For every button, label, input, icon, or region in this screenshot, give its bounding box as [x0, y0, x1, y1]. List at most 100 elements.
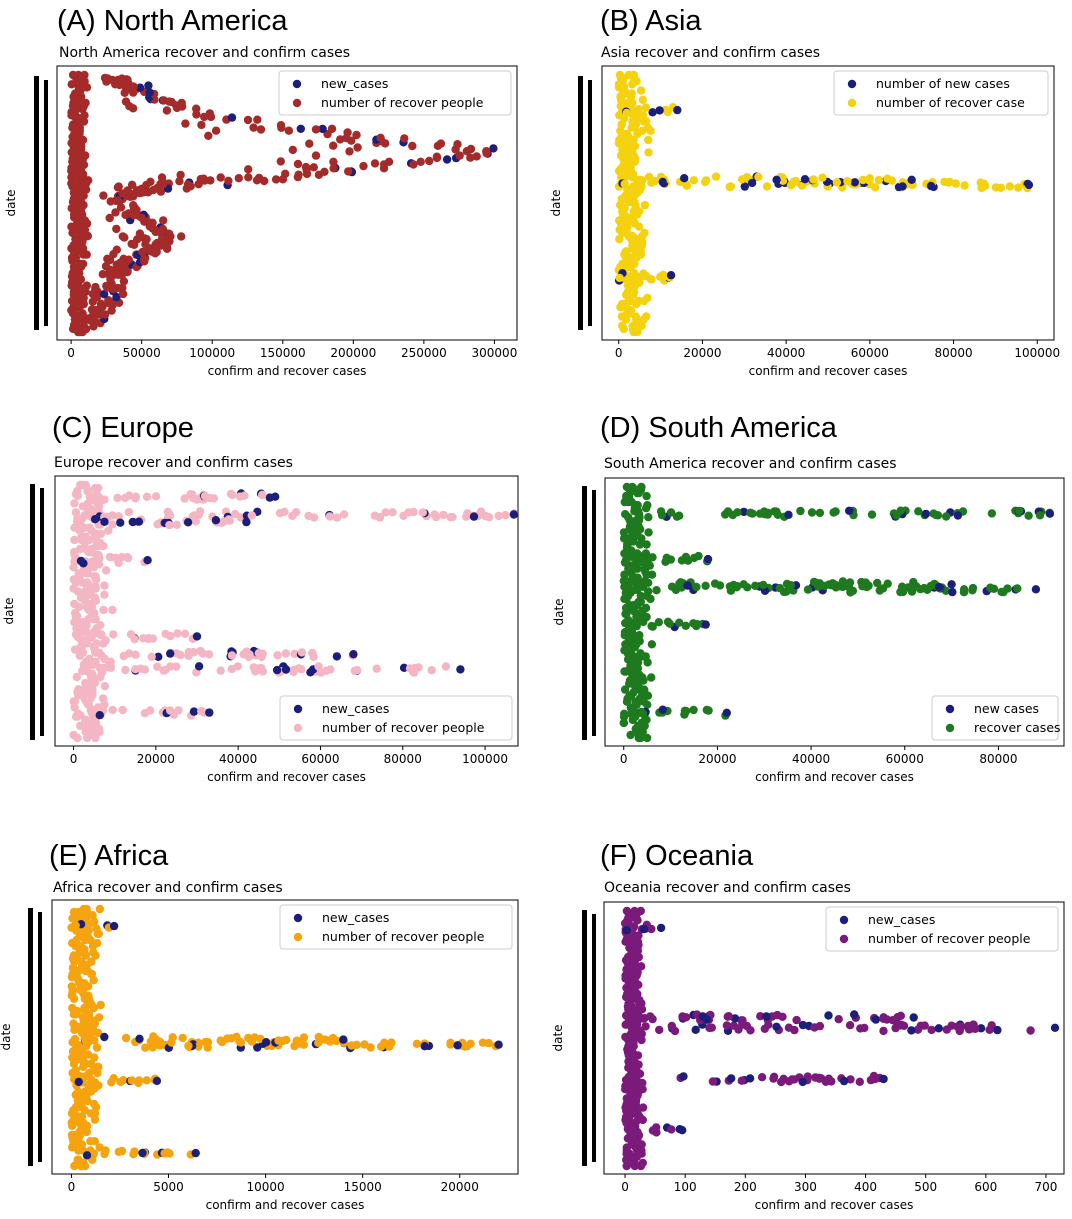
data-point	[956, 1022, 966, 1031]
data-point	[131, 650, 140, 659]
data-point	[184, 1041, 193, 1051]
data-point	[101, 566, 111, 575]
data-point	[86, 1137, 95, 1146]
data-point	[309, 163, 318, 172]
data-point	[757, 1073, 767, 1082]
data-point	[100, 1149, 109, 1159]
y-axis-label: date	[549, 189, 563, 216]
data-point	[654, 618, 663, 627]
data-point	[893, 1012, 902, 1022]
x-tick-label: 20000	[698, 752, 736, 766]
chart-subtitle: Africa recover and confirm cases	[53, 880, 283, 896]
x-tick-label: 0	[68, 1180, 76, 1194]
x-tick-label: 200000	[330, 346, 376, 360]
x-tick-label: 100000	[1014, 346, 1060, 360]
data-point	[650, 176, 659, 186]
x-tick-label: 20000	[441, 1180, 479, 1194]
data-point	[109, 921, 119, 931]
chart-subtitle: Oceania recover and confirm cases	[604, 880, 851, 896]
data-point	[309, 513, 319, 522]
data-point	[623, 98, 632, 108]
data-point	[276, 121, 286, 130]
data-point	[898, 182, 907, 191]
data-point	[102, 662, 112, 672]
data-point	[466, 153, 475, 162]
data-point	[180, 494, 189, 503]
data-point	[276, 157, 285, 166]
data-point	[116, 518, 125, 527]
data-point	[192, 632, 202, 641]
data-point	[106, 197, 115, 206]
data-point	[136, 664, 145, 673]
data-point	[501, 510, 510, 520]
data-point	[680, 174, 689, 183]
panel-north-america: (A) North America North America recover …	[0, 0, 536, 400]
data-point	[350, 666, 359, 675]
data-point	[247, 511, 256, 520]
data-point	[647, 640, 657, 649]
data-point	[740, 182, 749, 191]
data-point	[189, 707, 199, 716]
data-point	[230, 509, 240, 519]
data-point	[273, 651, 282, 660]
x-axis-label: confirm and recover cases	[207, 770, 366, 784]
data-point	[203, 1038, 213, 1047]
data-point	[678, 1126, 687, 1135]
data-point	[113, 493, 122, 503]
x-tick-label: 50000	[123, 346, 161, 360]
panel-south-america: (D) South America South America recover …	[536, 406, 1072, 806]
x-axis-label: confirm and recover cases	[755, 1198, 914, 1212]
data-point	[178, 1033, 187, 1043]
data-point	[154, 652, 163, 661]
data-point	[305, 139, 314, 148]
data-point	[635, 551, 644, 561]
data-point	[325, 512, 334, 521]
data-point	[620, 685, 630, 694]
date-tick-band	[578, 76, 583, 330]
x-tick-label: 150000	[260, 346, 306, 360]
legend-box	[279, 904, 513, 950]
data-point	[907, 582, 916, 592]
date-tick-band	[582, 486, 587, 740]
data-point	[971, 1024, 980, 1033]
data-point	[667, 582, 677, 591]
data-point	[639, 924, 649, 934]
data-point	[149, 1032, 158, 1041]
data-point	[1050, 1023, 1060, 1032]
data-point	[472, 152, 481, 161]
panel-heading: (D) South America	[600, 412, 837, 444]
data-point	[271, 175, 281, 184]
data-point	[100, 682, 110, 691]
data-point	[112, 224, 121, 234]
data-point	[359, 161, 368, 171]
data-point	[640, 228, 649, 238]
legend-label: number of new cases	[876, 76, 1010, 91]
data-point	[453, 1041, 462, 1050]
data-point	[99, 605, 108, 615]
data-point	[913, 1025, 923, 1034]
x-tick-label: 60000	[851, 346, 889, 360]
data-point	[829, 508, 838, 517]
data-point	[176, 170, 185, 180]
data-point	[121, 1033, 131, 1043]
data-point	[91, 581, 100, 590]
data-point	[648, 553, 657, 562]
panel-heading: (C) Europe	[52, 412, 194, 444]
data-point	[127, 1076, 136, 1085]
data-point	[772, 1022, 781, 1031]
data-point	[78, 135, 88, 145]
data-point	[249, 123, 258, 132]
data-point	[655, 106, 664, 115]
data-point	[710, 579, 720, 588]
data-point	[948, 587, 957, 597]
data-point	[640, 200, 650, 210]
data-point	[306, 668, 315, 677]
data-point	[69, 907, 79, 917]
data-point	[177, 232, 186, 241]
data-points	[67, 904, 503, 1171]
data-point	[118, 232, 128, 241]
panel-europe: (C) Europe Europe recover and confirm ca…	[0, 406, 536, 806]
data-point	[167, 1038, 176, 1047]
data-point	[98, 694, 108, 703]
